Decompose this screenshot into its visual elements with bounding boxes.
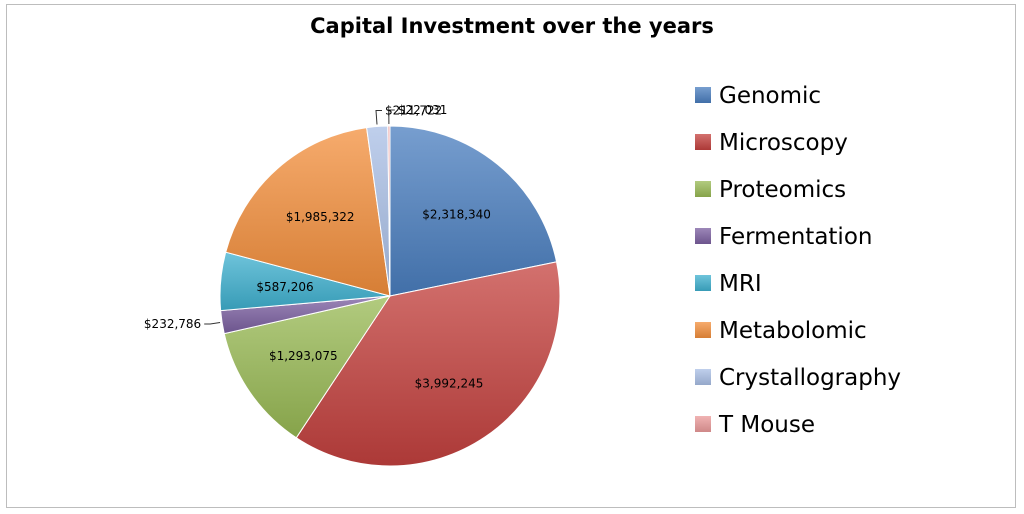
- legend-label-genomic: Genomic: [719, 83, 821, 109]
- legend-label-microscopy: Microscopy: [719, 130, 848, 156]
- legend-swatch-genomic: [695, 87, 711, 103]
- legend-label-crystallography: Crystallography: [719, 365, 901, 391]
- chart-title: Capital Investment over the years: [310, 14, 714, 38]
- legend-swatch-proteomics: [695, 181, 711, 197]
- pie-slice-t-mouse: [387, 125, 391, 297]
- pie-slice-microscopy: [295, 261, 561, 467]
- leader-line-crystallography: [375, 110, 382, 125]
- data-label-metabolomic: $1,985,322: [286, 210, 355, 224]
- data-label-proteomics: $1,293,075: [269, 349, 338, 363]
- data-label-fermentation: $232,786: [144, 317, 201, 331]
- pie-slice-proteomics: [223, 295, 392, 439]
- data-label-genomic: $2,318,340: [422, 207, 491, 221]
- legend-label-t-mouse: T Mouse: [718, 412, 815, 438]
- slice-labels: $2,318,340 $3,992,245 $1,293,075 $232,786 $5…: [144, 103, 491, 390]
- data-label-crystallography: $211,722: [385, 104, 442, 118]
- legend-swatch-mri: [695, 275, 711, 291]
- data-label-t-mouse: $22,031: [398, 103, 448, 117]
- legend-swatch-t-mouse: [695, 416, 711, 432]
- leader-line-t-mouse: [388, 109, 395, 125]
- pie-slice-genomic: [389, 125, 558, 297]
- legend-label-metabolomic: Metabolomic: [719, 318, 867, 344]
- legend-swatch-fermentation: [695, 228, 711, 244]
- pie-slice-metabolomic: [225, 127, 391, 297]
- data-label-mri: $587,206: [256, 280, 313, 294]
- legend-label-proteomics: Proteomics: [719, 177, 846, 203]
- data-label-microscopy: $3,992,245: [415, 376, 484, 390]
- legend-swatch-microscopy: [695, 134, 711, 150]
- legend-label-mri: MRI: [719, 271, 762, 297]
- legend-label-fermentation: Fermentation: [719, 224, 872, 250]
- legend-swatch-metabolomic: [695, 322, 711, 338]
- leader-lines: [204, 109, 395, 325]
- legend-swatch-crystallography: [695, 369, 711, 385]
- leader-line-fermentation: [204, 322, 221, 325]
- pie-slices: [219, 125, 561, 467]
- legend: Genomic Microscopy Proteomics Fermentation M…: [695, 83, 901, 438]
